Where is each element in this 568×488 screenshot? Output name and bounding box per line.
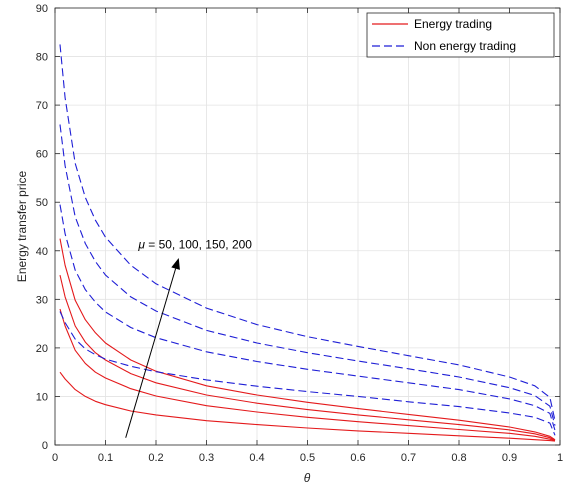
grid-lines bbox=[55, 8, 560, 445]
energy-trading-line-3 bbox=[59, 274, 556, 441]
x-tick-label: 0.6 bbox=[350, 452, 365, 464]
y-axis-label: Energy transfer price bbox=[15, 170, 29, 282]
x-tick-label: 0.4 bbox=[249, 452, 264, 464]
y-tick-label: 70 bbox=[36, 100, 48, 112]
x-tick-label: 0.3 bbox=[199, 452, 214, 464]
y-tick-label: 40 bbox=[36, 246, 48, 258]
legend: Energy trading Non energy trading bbox=[366, 12, 555, 58]
x-tick-label: 0.1 bbox=[98, 452, 113, 464]
x-tick-label: 0.5 bbox=[300, 452, 315, 464]
non-energy-trading-line-1 bbox=[59, 311, 556, 436]
annotation-arrow-line bbox=[125, 268, 177, 438]
x-tick-label: 1 bbox=[557, 452, 563, 464]
non-energy-trading-line-3 bbox=[59, 124, 556, 426]
energy-trading-line-2 bbox=[59, 308, 556, 442]
y-tick-label: 90 bbox=[36, 3, 48, 15]
y-tick-label: 0 bbox=[42, 440, 48, 452]
x-tick-label: 0.9 bbox=[502, 452, 517, 464]
y-tick-label: 30 bbox=[36, 294, 48, 306]
series-layer bbox=[59, 44, 556, 442]
x-tick-label: 0.8 bbox=[451, 452, 466, 464]
legend-box bbox=[366, 12, 555, 58]
x-tick-label: 0 bbox=[52, 452, 58, 464]
x-tick-label: 0.7 bbox=[401, 452, 416, 464]
x-axis-label: θ bbox=[304, 471, 311, 485]
energy-trading-line-1 bbox=[59, 371, 556, 442]
annotation-mu-values: = 50, 100, 150, 200 bbox=[145, 237, 252, 251]
x-tick-label: 0.2 bbox=[148, 452, 163, 464]
y-tick-label: 10 bbox=[36, 391, 48, 403]
y-tick-label: 20 bbox=[36, 343, 48, 355]
non-energy-trading-line-4 bbox=[59, 44, 556, 421]
legend-label-energy-trading: Energy trading bbox=[414, 17, 492, 31]
y-tick-label: 80 bbox=[36, 52, 48, 64]
y-tick-label: 60 bbox=[36, 149, 48, 161]
annotation-arrow-head bbox=[171, 258, 180, 270]
annotation-mu-symbol: μ bbox=[137, 237, 145, 251]
annotation-text: μ = 50, 100, 150, 200 bbox=[137, 237, 252, 251]
legend-label-non-energy-trading: Non energy trading bbox=[414, 39, 516, 53]
energy-trading-line-4 bbox=[59, 238, 556, 441]
non-energy-trading-line-2 bbox=[59, 204, 556, 431]
y-tick-label: 50 bbox=[36, 197, 48, 209]
mu-annotation: μ = 50, 100, 150, 200 bbox=[125, 237, 252, 438]
axis-ticks: 0 0.1 0.2 0.3 0.4 0.5 0.6 0.7 0.8 0.9 101020304050… bbox=[36, 3, 563, 464]
